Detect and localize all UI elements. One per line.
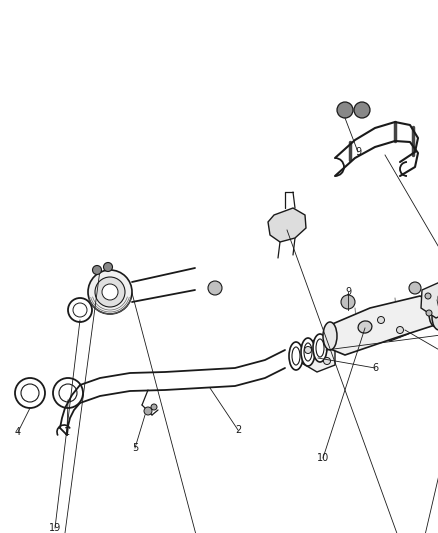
Ellipse shape [289, 342, 303, 370]
Ellipse shape [316, 339, 324, 357]
Polygon shape [300, 338, 335, 372]
Circle shape [378, 317, 385, 324]
Polygon shape [328, 296, 435, 355]
Circle shape [337, 102, 353, 118]
Text: 19: 19 [49, 523, 61, 533]
Circle shape [144, 407, 152, 415]
Circle shape [341, 295, 355, 309]
Ellipse shape [323, 322, 337, 350]
Text: 1: 1 [64, 427, 70, 437]
Ellipse shape [358, 321, 372, 333]
Circle shape [95, 277, 125, 307]
Polygon shape [268, 208, 306, 242]
Text: 6: 6 [372, 363, 378, 373]
Polygon shape [373, 307, 408, 341]
Text: 10: 10 [317, 453, 329, 463]
Text: 5: 5 [132, 443, 138, 453]
Ellipse shape [313, 334, 327, 362]
Circle shape [425, 293, 431, 299]
Text: 2: 2 [235, 425, 241, 435]
Circle shape [151, 404, 157, 410]
Circle shape [354, 102, 370, 118]
Circle shape [102, 284, 118, 300]
Ellipse shape [301, 338, 315, 366]
Circle shape [304, 346, 311, 353]
Circle shape [208, 281, 222, 295]
Circle shape [426, 310, 432, 316]
Text: 9: 9 [345, 287, 351, 297]
Circle shape [88, 270, 132, 314]
Ellipse shape [292, 347, 300, 365]
Ellipse shape [429, 301, 438, 327]
Circle shape [103, 262, 113, 271]
Circle shape [92, 265, 102, 274]
Circle shape [324, 358, 331, 365]
Circle shape [409, 282, 421, 294]
Circle shape [396, 327, 403, 334]
Text: 4: 4 [15, 427, 21, 437]
Polygon shape [421, 282, 438, 318]
Ellipse shape [304, 343, 312, 361]
Text: 9: 9 [355, 147, 361, 157]
Ellipse shape [432, 304, 438, 330]
